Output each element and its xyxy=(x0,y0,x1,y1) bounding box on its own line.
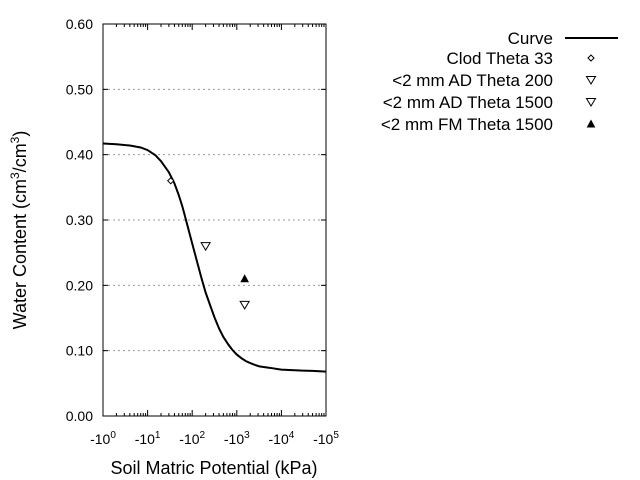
y-axis: 0.00 0.10 0.20 0.30 0.40 0.50 0.60 xyxy=(66,16,326,424)
y-tick-label-3: 0.30 xyxy=(66,212,93,228)
y-axis-title: Water Content (cm3/cm3) xyxy=(8,131,30,330)
x-tick-label-5: -105 xyxy=(313,430,339,447)
y-tick-label-6: 0.60 xyxy=(66,16,93,32)
x-tick-label-4: -104 xyxy=(269,430,295,447)
legend-swatch-1 xyxy=(585,76,597,85)
grid-lines xyxy=(103,88,326,352)
legend-label-2: <2 mm AD Theta 1500 xyxy=(383,93,553,112)
x-tick-label-3: -103 xyxy=(224,430,250,447)
data-point-1-0 xyxy=(200,242,212,252)
y-tick-label-0: 0.00 xyxy=(66,408,93,424)
legend-label-0: Clod Theta 33 xyxy=(447,49,553,68)
y-tick-label-1: 0.10 xyxy=(66,343,93,359)
x-tick-label-1: -101 xyxy=(135,430,161,447)
y-axis-title-end: ) xyxy=(10,131,30,137)
data-point-2-0 xyxy=(239,300,251,310)
legend-swatch-2 xyxy=(585,98,597,107)
y-axis-title-sup1: 3 xyxy=(8,172,22,179)
data-points xyxy=(167,177,251,310)
y-axis-title-sup2: 3 xyxy=(8,136,22,143)
data-point-3-0 xyxy=(240,274,249,283)
legend-swatch-0 xyxy=(587,54,595,62)
y-tick-label-2: 0.20 xyxy=(66,277,93,293)
legend-label-1: <2 mm AD Theta 200 xyxy=(392,71,553,90)
x-tick-label-0: -100 xyxy=(90,430,116,447)
y-axis-title-main: Water Content (cm xyxy=(10,179,30,329)
legend-label-3: <2 mm FM Theta 1500 xyxy=(381,115,553,134)
x-axis: -100 -101 -102 -103 -104 -105 xyxy=(90,24,339,447)
legend-swatch-3 xyxy=(586,119,596,128)
x-axis-title: Soil Matric Potential (kPa) xyxy=(110,458,317,478)
x-tick-label-2: -102 xyxy=(179,430,205,447)
data-point-0-0 xyxy=(167,177,175,185)
curve-series xyxy=(102,142,327,373)
y-axis-title-mid: /cm xyxy=(10,143,30,172)
legend-label-curve: Curve xyxy=(508,29,553,48)
y-tick-label-4: 0.40 xyxy=(66,147,93,163)
y-tick-label-5: 0.50 xyxy=(66,81,93,97)
curve-line xyxy=(102,142,327,373)
